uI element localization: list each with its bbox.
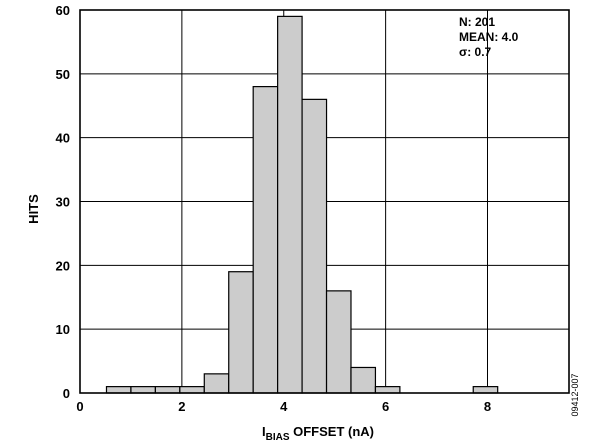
histogram-bar [277,15,303,394]
histogram-bar [130,386,156,394]
x-tick-label: 6 [382,399,389,414]
histogram-bar [350,366,377,394]
y-tick-labels: 0 10 20 30 40 50 60 [56,3,70,401]
stat-sigma: σ: 0.7 [459,45,492,59]
histogram-bar [154,386,181,394]
histogram-bar [301,98,328,394]
y-tick-label: 60 [56,3,70,18]
y-tick-label: 0 [63,386,70,401]
y-tick-label: 10 [56,322,70,337]
histogram-bar [325,290,352,394]
y-tick-label: 20 [56,258,70,273]
y-tick-label: 40 [56,131,70,146]
histogram-bar [374,386,401,394]
histogram-bar [252,85,279,394]
x-axis-title-subscript: BIAS [266,432,290,443]
x-axis-title-rest: OFFSET (nA) [290,424,375,439]
y-tick-label: 30 [56,195,70,210]
x-tick-labels: 0 2 4 6 8 [76,399,491,414]
histogram-bar [105,386,132,394]
x-tick-label: 4 [280,399,288,414]
x-tick-label: 8 [484,399,491,414]
y-tick-label: 50 [56,67,70,82]
stats-annotation: N: 201 MEAN: 4.0 σ: 0.7 [459,15,519,59]
x-axis-title-main: I [262,424,266,439]
histogram-bar [203,373,230,394]
x-tick-label: 0 [76,399,83,414]
figure-id: 09412-007 [570,373,580,416]
histogram-bar [472,386,499,394]
x-axis-title: IBIAS OFFSET (nA) [262,424,374,443]
plot-frame [79,9,570,394]
stat-mean: MEAN: 4.0 [459,30,519,44]
y-axis-title: HITS [26,194,41,224]
histogram-bar [179,386,205,394]
histogram-bars [105,15,499,394]
histogram-bar [228,271,254,394]
x-tick-label: 2 [178,399,185,414]
stat-n: N: 201 [459,15,495,29]
plot-border [79,9,570,394]
